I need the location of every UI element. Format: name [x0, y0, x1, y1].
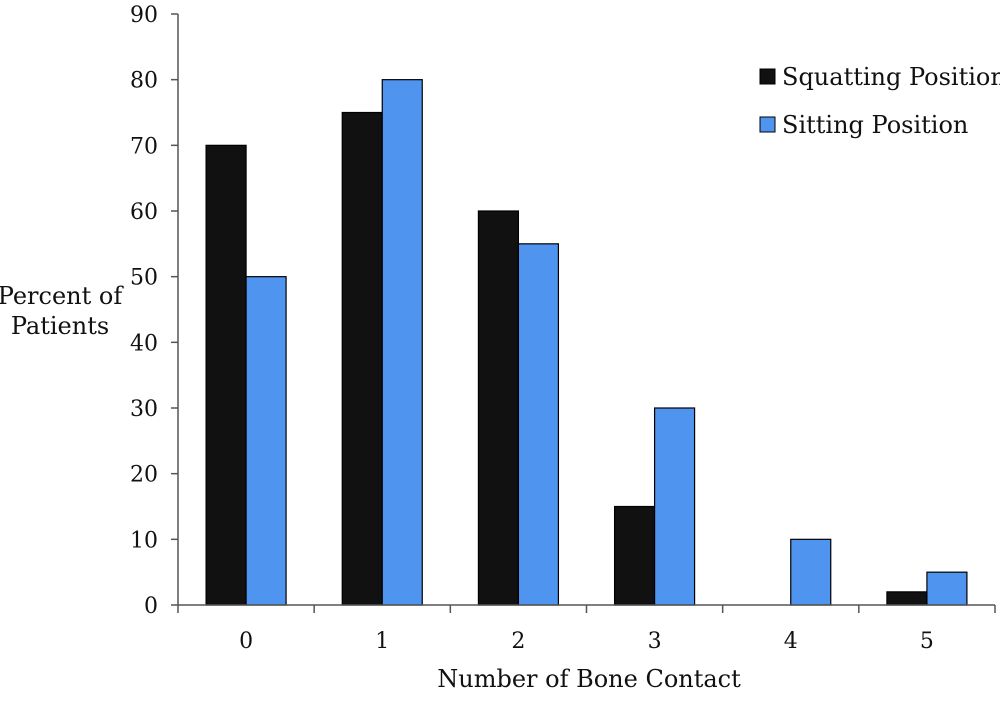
legend-label-sitting: Sitting Position — [782, 111, 968, 139]
y-tick-label: 80 — [130, 69, 158, 94]
x-axis-ticks: 0 1 2 3 4 5 — [177, 605, 996, 654]
bar-sitting — [517, 243, 560, 606]
y-tick-label: 50 — [130, 266, 158, 291]
y-tick-label: 40 — [130, 331, 158, 356]
bar-sitting — [245, 276, 287, 606]
x-tick-label: 0 — [239, 629, 253, 654]
y-axis-title-line-1: Percent of — [0, 282, 124, 310]
bar-squatting — [341, 111, 383, 606]
legend-label-squatting: Squatting Position — [782, 63, 1000, 91]
bar-squatting — [613, 505, 656, 606]
x-tick-label: 4 — [784, 629, 798, 654]
y-tick-label: 70 — [130, 134, 158, 159]
y-tick-label: 10 — [130, 528, 158, 553]
bar-squatting — [886, 591, 928, 606]
bar-sitting — [790, 538, 832, 606]
y-tick-label: 0 — [144, 594, 158, 619]
y-axis-ticks: 0 10 20 30 40 50 60 70 80 90 — [130, 3, 178, 619]
legend-swatch-squatting — [759, 68, 776, 85]
x-axis-title: Number of Bone Contact — [437, 665, 741, 693]
bars — [205, 79, 968, 606]
x-tick-label: 1 — [375, 629, 389, 654]
y-tick-label: 20 — [130, 463, 158, 488]
x-tick-label: 3 — [648, 629, 662, 654]
bar-sitting — [926, 571, 968, 606]
bar-squatting — [205, 144, 247, 606]
legend: Squatting Position Sitting Position — [759, 63, 1000, 139]
legend-swatch-sitting — [759, 116, 776, 133]
y-tick-label: 30 — [130, 397, 158, 422]
x-tick-label: 2 — [511, 629, 525, 654]
y-tick-label: 90 — [130, 3, 158, 28]
y-axis-title-line-2: Patients — [11, 312, 109, 340]
bar-sitting — [381, 79, 423, 606]
bar-sitting — [653, 407, 696, 606]
x-tick-label: 5 — [920, 629, 934, 654]
bar-squatting — [477, 210, 520, 606]
y-tick-label: 60 — [130, 200, 158, 225]
